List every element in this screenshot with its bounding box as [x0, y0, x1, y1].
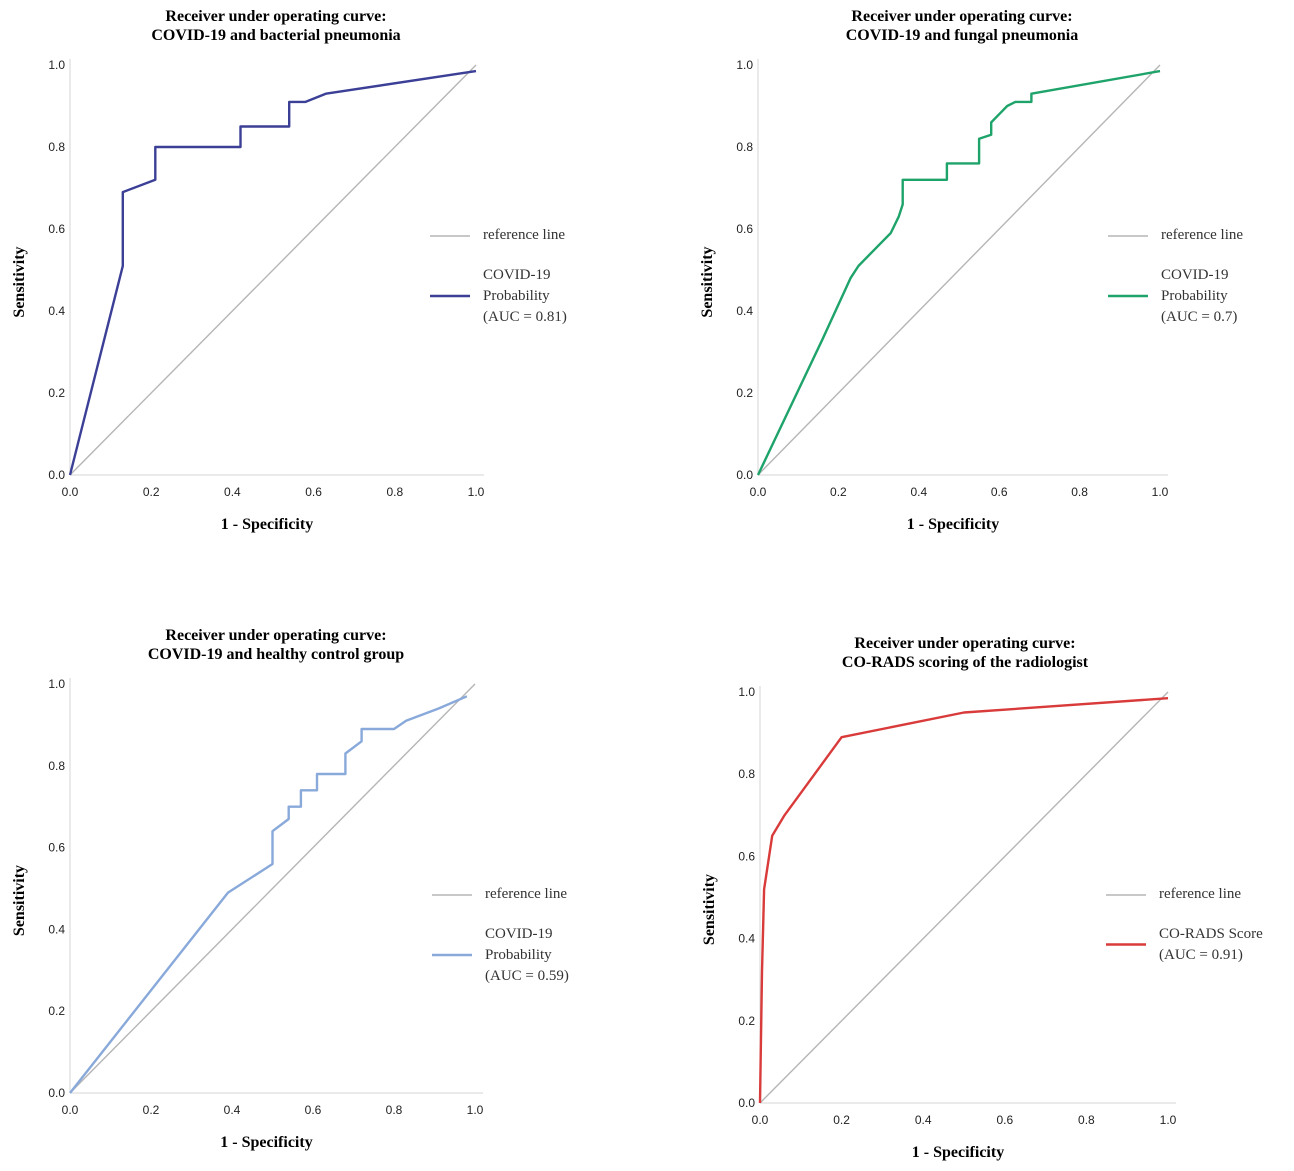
- legend-series-label-line: Probability: [483, 288, 550, 304]
- x-tick-label: 0.8: [386, 1103, 403, 1117]
- reference-line: [757, 64, 1161, 476]
- y-tick-label: 0.4: [48, 922, 65, 936]
- legend-series-label-line: (AUC = 0.91): [1159, 947, 1243, 963]
- y-tick-label: 0.6: [736, 222, 753, 236]
- y-tick-label: 0.4: [736, 304, 753, 318]
- x-tick-label: 0.4: [915, 1113, 932, 1127]
- x-tick-label: 0.0: [752, 1113, 769, 1127]
- chart-title-line-1: Receiver under operating curve:: [851, 8, 1072, 25]
- x-tick-label: 0.2: [833, 1113, 850, 1127]
- x-tick-label: 0.0: [62, 485, 79, 499]
- chart-title-line-2: COVID-19 and bacterial pneumonia: [151, 27, 400, 44]
- y-tick-label: 0.8: [738, 767, 755, 781]
- y-tick-label: 0.8: [48, 759, 65, 773]
- y-tick-label: 0.8: [736, 140, 753, 154]
- legend-series-label-line: COVID-19: [483, 267, 551, 283]
- roc-curve: [68, 69, 477, 476]
- x-tick-label: 0.8: [386, 485, 403, 499]
- roc-curve: [756, 69, 1161, 476]
- legend-reference-label: reference line: [1159, 886, 1241, 902]
- legend-series-label-line: (AUC = 0.81): [483, 309, 567, 325]
- y-tick-label: 0.8: [48, 140, 65, 154]
- y-tick-label: 0.0: [48, 468, 65, 482]
- x-tick-label: 1.0: [467, 1103, 484, 1117]
- legend-reference-label: reference line: [485, 886, 567, 902]
- x-tick-label: 0.6: [305, 485, 322, 499]
- roc-panel-3: Receiver under operating curve: COVID-19 …: [11, 627, 569, 1151]
- x-tick-label: 0.4: [910, 485, 927, 499]
- legend-series-label-line: (AUC = 0.59): [485, 968, 569, 984]
- x-tick-label: 1.0: [1152, 485, 1169, 499]
- x-axis-title: 1 - Specificity: [220, 1134, 312, 1151]
- x-tick-label: 0.4: [224, 485, 241, 499]
- x-tick-label: 0.0: [62, 1103, 79, 1117]
- y-tick-label: 1.0: [48, 677, 65, 691]
- x-tick-label: 0.2: [143, 1103, 160, 1117]
- y-axis-title: Sensitivity: [699, 246, 716, 317]
- chart-title-line-2: CO-RADS scoring of the radiologist: [842, 654, 1089, 671]
- y-axis-title: Sensitivity: [11, 246, 28, 317]
- x-tick-label: 0.4: [224, 1103, 241, 1117]
- x-tick-label: 1.0: [468, 485, 485, 499]
- roc-panel-1: Receiver under operating curve: COVID-19 …: [11, 8, 567, 533]
- x-tick-label: 0.2: [143, 485, 160, 499]
- y-tick-label: 1.0: [738, 685, 755, 699]
- y-tick-label: 0.2: [738, 1014, 755, 1028]
- y-tick-label: 0.0: [48, 1086, 65, 1100]
- chart-title-line-1: Receiver under operating curve:: [165, 627, 386, 644]
- x-axis-title: 1 - Specificity: [907, 516, 999, 533]
- y-tick-label: 0.4: [738, 932, 755, 946]
- y-tick-label: 1.0: [48, 58, 65, 72]
- legend-series-label-line: Probability: [1161, 288, 1228, 304]
- roc-curve: [758, 697, 1169, 1104]
- legend-series-label-line: Probability: [485, 947, 552, 963]
- y-tick-label: 0.2: [736, 386, 753, 400]
- legend-series-label-line: CO-RADS Score: [1159, 926, 1263, 942]
- chart-title-line-1: Receiver under operating curve:: [165, 8, 386, 25]
- y-tick-label: 0.2: [48, 1004, 65, 1018]
- x-tick-label: 0.6: [996, 1113, 1013, 1127]
- y-tick-label: 1.0: [736, 58, 753, 72]
- y-tick-label: 0.6: [738, 849, 755, 863]
- x-axis-title: 1 - Specificity: [221, 516, 313, 533]
- chart-title-line-1: Receiver under operating curve:: [854, 635, 1075, 652]
- reference-line: [69, 683, 476, 1094]
- x-axis-title: 1 - Specificity: [912, 1144, 1004, 1161]
- legend-series-label-line: (AUC = 0.7): [1161, 309, 1237, 325]
- legend-series-label-line: COVID-19: [1161, 267, 1229, 283]
- x-tick-label: 0.8: [1078, 1113, 1095, 1127]
- chart-title-line-2: COVID-19 and fungal pneumonia: [846, 27, 1079, 44]
- y-tick-label: 0.4: [48, 304, 65, 318]
- legend-series-label-line: COVID-19: [485, 926, 553, 942]
- y-tick-label: 0.6: [48, 222, 65, 236]
- y-tick-label: 0.6: [48, 841, 65, 855]
- x-tick-label: 0.6: [991, 485, 1008, 499]
- legend-reference-label: reference line: [483, 227, 565, 243]
- roc-curve: [69, 695, 468, 1094]
- x-tick-label: 1.0: [1160, 1113, 1177, 1127]
- legend-reference-label: reference line: [1161, 227, 1243, 243]
- roc-panel-4: Receiver under operating curve: CO-RADS s…: [701, 635, 1263, 1161]
- x-tick-label: 0.2: [830, 485, 847, 499]
- chart-title-line-2: COVID-19 and healthy control group: [148, 646, 404, 663]
- x-tick-label: 0.6: [305, 1103, 322, 1117]
- x-tick-label: 0.0: [750, 485, 767, 499]
- y-axis-title: Sensitivity: [11, 865, 28, 936]
- y-tick-label: 0.0: [736, 468, 753, 482]
- x-tick-label: 0.8: [1071, 485, 1088, 499]
- roc-panel-2: Receiver under operating curve: COVID-19 …: [699, 8, 1243, 533]
- reference-line: [69, 64, 477, 476]
- reference-line: [759, 691, 1169, 1104]
- y-tick-label: 0.0: [738, 1096, 755, 1110]
- y-axis-title: Sensitivity: [701, 874, 718, 945]
- y-tick-label: 0.2: [48, 386, 65, 400]
